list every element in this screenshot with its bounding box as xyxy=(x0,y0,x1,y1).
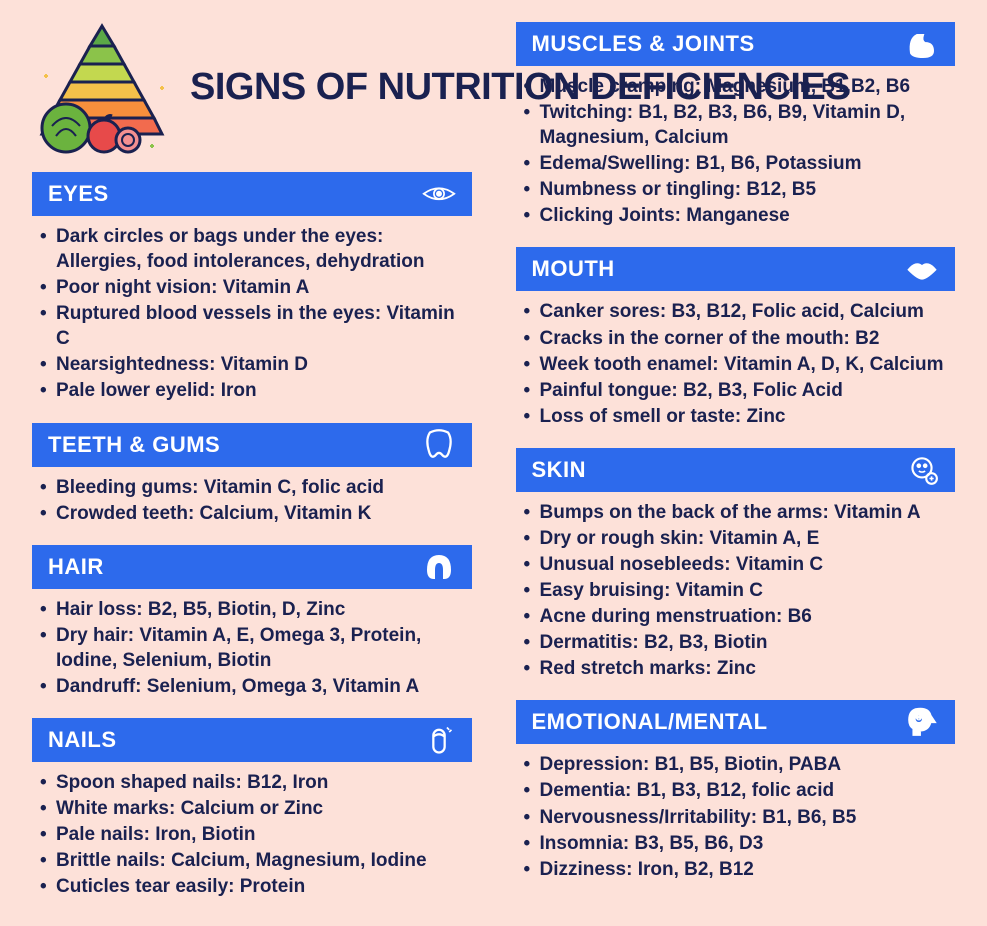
list-item: Dizziness: Iron, B2, B12 xyxy=(524,857,952,882)
section-items-eyes: Dark circles or bags under the eyes: All… xyxy=(32,216,472,413)
section-items-teeth-gums: Bleeding gums: Vitamin C, folic acidCrow… xyxy=(32,467,472,535)
list-item: Insomnia: B3, B5, B6, D3 xyxy=(524,831,952,856)
list-item: Easy bruising: Vitamin C xyxy=(524,578,952,603)
list-item: Dermatitis: B2, B3, Biotin xyxy=(524,630,952,655)
list-item: Week tooth enamel: Vitamin A, D, K, Calc… xyxy=(524,352,952,377)
list-item: Red stretch marks: Zinc xyxy=(524,656,952,681)
face-icon xyxy=(905,455,939,485)
list-item: Painful tongue: B2, B3, Folic Acid xyxy=(524,378,952,403)
list-item: Bumps on the back of the arms: Vitamin A xyxy=(524,500,952,525)
list-item: Cuticles tear easily: Protein xyxy=(40,874,468,899)
list-item: Depression: B1, B5, Biotin, PABA xyxy=(524,752,952,777)
list-item: Bleeding gums: Vitamin C, folic acid xyxy=(40,475,468,500)
section-label: MUSCLES & JOINTS xyxy=(532,31,755,57)
list-item: Muscle cramping: Magnesium, B1,B2, B6 xyxy=(524,74,952,99)
list-item: Canker sores: B3, B12, Folic acid, Calci… xyxy=(524,299,952,324)
section-skin: SKIN Bumps on the back of the arms: Vitam… xyxy=(516,448,956,691)
list-item: Dry hair: Vitamin A, E, Omega 3, Protein… xyxy=(40,623,468,673)
section-header-mouth: MOUTH xyxy=(516,247,956,291)
list-item: Poor night vision: Vitamin A xyxy=(40,275,468,300)
nail-icon xyxy=(422,725,456,755)
section-header-nails: NAILS xyxy=(32,718,472,762)
section-header-emotional-mental: EMOTIONAL/MENTAL xyxy=(516,700,956,744)
section-muscles-joints: MUSCLES & JOINTS Muscle cramping: Magnesi… xyxy=(516,22,956,237)
food-pyramid-logo xyxy=(32,18,172,158)
section-nails: NAILS Spoon shaped nails: B12, IronWhite … xyxy=(32,718,472,908)
eye-icon xyxy=(422,179,456,209)
list-item: Dark circles or bags under the eyes: All… xyxy=(40,224,468,274)
section-label: SKIN xyxy=(532,457,587,483)
section-label: MOUTH xyxy=(532,256,615,282)
section-label: NAILS xyxy=(48,727,117,753)
list-item: Edema/Swelling: B1, B6, Potassium xyxy=(524,151,952,176)
section-header-hair: HAIR xyxy=(32,545,472,589)
list-item: Nervousness/Irritability: B1, B6, B5 xyxy=(524,805,952,830)
list-item: Cracks in the corner of the mouth: B2 xyxy=(524,326,952,351)
section-hair: HAIR Hair loss: B2, B5, Biotin, D, ZincDr… xyxy=(32,545,472,708)
list-item: Pale lower eyelid: Iron xyxy=(40,378,468,403)
section-items-hair: Hair loss: B2, B5, Biotin, D, ZincDry ha… xyxy=(32,589,472,708)
section-header-skin: SKIN xyxy=(516,448,956,492)
list-item: Dementia: B1, B3, B12, folic acid xyxy=(524,778,952,803)
list-item: Loss of smell or taste: Zinc xyxy=(524,404,952,429)
section-label: TEETH & GUMS xyxy=(48,432,220,458)
list-item: Spoon shaped nails: B12, Iron xyxy=(40,770,468,795)
list-item: Twitching: B1, B2, B3, B6, B9, Vitamin D… xyxy=(524,100,952,150)
list-item: Numbness or tingling: B12, B5 xyxy=(524,177,952,202)
list-item: Brittle nails: Calcium, Magnesium, Iodin… xyxy=(40,848,468,873)
left-column: EYES Dark circles or bags under the eyes:… xyxy=(32,172,472,918)
list-item: Acne during menstruation: B6 xyxy=(524,604,952,629)
tooth-icon xyxy=(422,430,456,460)
list-item: Crowded teeth: Calcium, Vitamin K xyxy=(40,501,468,526)
section-label: EYES xyxy=(48,181,109,207)
brain-icon xyxy=(905,707,939,737)
section-header-muscles-joints: MUSCLES & JOINTS xyxy=(516,22,956,66)
lips-icon xyxy=(905,254,939,284)
section-label: EMOTIONAL/MENTAL xyxy=(532,709,768,735)
list-item: Hair loss: B2, B5, Biotin, D, Zinc xyxy=(40,597,468,622)
section-teeth-gums: TEETH & GUMS Bleeding gums: Vitamin C, fo… xyxy=(32,423,472,535)
list-item: Pale nails: Iron, Biotin xyxy=(40,822,468,847)
list-item: Dandruff: Selenium, Omega 3, Vitamin A xyxy=(40,674,468,699)
section-items-muscles-joints: Muscle cramping: Magnesium, B1,B2, B6Twi… xyxy=(516,66,956,237)
list-item: Unusual nosebleeds: Vitamin C xyxy=(524,552,952,577)
section-header-eyes: EYES xyxy=(32,172,472,216)
content-columns: EYES Dark circles or bags under the eyes:… xyxy=(32,172,955,918)
section-items-nails: Spoon shaped nails: B12, IronWhite marks… xyxy=(32,762,472,908)
section-mouth: MOUTH Canker sores: B3, B12, Folic acid, … xyxy=(516,247,956,437)
section-eyes: EYES Dark circles or bags under the eyes:… xyxy=(32,172,472,413)
list-item: Dry or rough skin: Vitamin A, E xyxy=(524,526,952,551)
list-item: White marks: Calcium or Zinc xyxy=(40,796,468,821)
section-label: HAIR xyxy=(48,554,104,580)
section-items-mouth: Canker sores: B3, B12, Folic acid, Calci… xyxy=(516,291,956,437)
section-items-emotional-mental: Depression: B1, B5, Biotin, PABADementia… xyxy=(516,744,956,890)
section-emotional-mental: EMOTIONAL/MENTAL Depression: B1, B5, Biot… xyxy=(516,700,956,890)
hair-icon xyxy=(422,552,456,582)
right-column: MUSCLES & JOINTS Muscle cramping: Magnesi… xyxy=(516,22,956,918)
muscle-icon xyxy=(905,29,939,59)
section-items-skin: Bumps on the back of the arms: Vitamin A… xyxy=(516,492,956,691)
list-item: Clicking Joints: Manganese xyxy=(524,203,952,228)
list-item: Ruptured blood vessels in the eyes: Vita… xyxy=(40,301,468,351)
list-item: Nearsightedness: Vitamin D xyxy=(40,352,468,377)
section-header-teeth-gums: TEETH & GUMS xyxy=(32,423,472,467)
